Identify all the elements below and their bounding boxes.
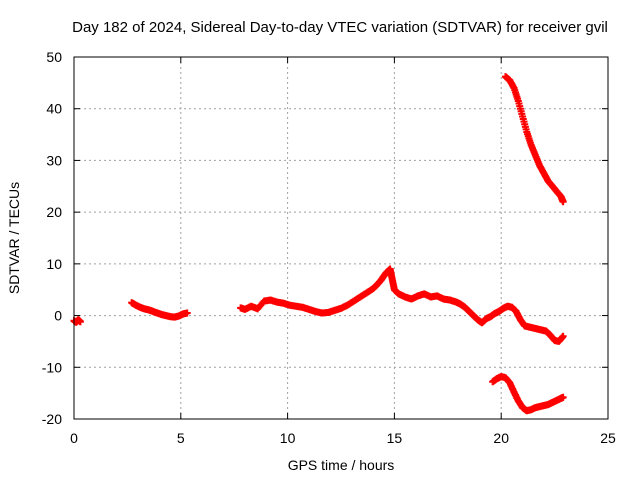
y-tick-label: 10 — [46, 256, 62, 272]
y-tick-label: -10 — [42, 359, 62, 375]
data-point-markers — [501, 73, 567, 206]
data-point-markers — [489, 373, 567, 415]
x-axis-title: GPS time / hours — [288, 457, 395, 473]
y-tick-label: 30 — [46, 152, 62, 168]
y-tick-label: 50 — [46, 49, 62, 65]
x-tick-label: 20 — [493, 430, 509, 446]
x-tick-label: 10 — [280, 430, 296, 446]
x-tick-label: 5 — [177, 430, 185, 446]
data-series-arc-5 — [501, 73, 567, 206]
y-tick-label: 40 — [46, 101, 62, 117]
data-series-arc-3 — [237, 265, 567, 345]
chart-title: Day 182 of 2024, Sidereal Day-to-day VTE… — [72, 19, 608, 36]
data-point-markers — [70, 316, 84, 326]
x-tick-label: 15 — [387, 430, 403, 446]
y-tick-label: -20 — [42, 411, 62, 427]
x-tick-label: 25 — [600, 430, 616, 446]
data-series-arc-2 — [128, 299, 191, 321]
axis-ticks: 0 5 10 15 20 25 -20 -10 0 10 20 30 40 50 — [42, 49, 616, 446]
data-series-arc-1 — [70, 316, 84, 326]
data-point-markers — [237, 265, 567, 345]
y-tick-label: 0 — [54, 308, 62, 324]
data-point-markers — [128, 299, 191, 321]
y-axis-title: SDTVAR / TECUs — [6, 182, 22, 294]
y-tick-label: 20 — [46, 204, 62, 220]
plot-frame — [73, 56, 609, 420]
data-series-arc-4 — [489, 373, 567, 415]
x-tick-label: 0 — [70, 430, 78, 446]
grid — [74, 57, 608, 419]
data-points — [70, 73, 567, 415]
